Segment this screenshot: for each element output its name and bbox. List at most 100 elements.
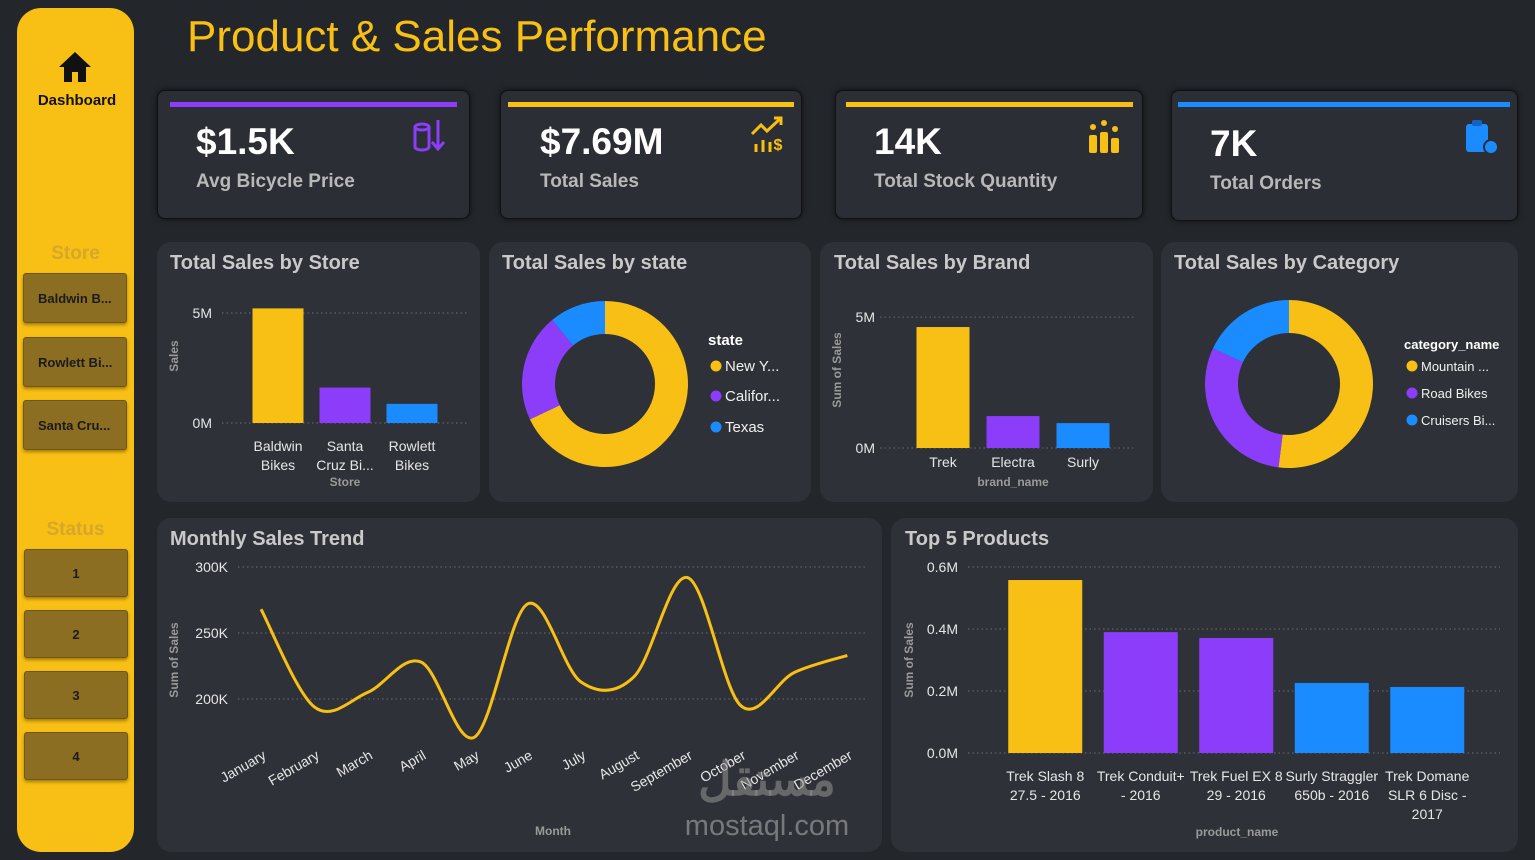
- x-tick-label: Surly: [1067, 454, 1099, 470]
- bar: [252, 308, 304, 423]
- x-tick-label: May: [451, 747, 482, 774]
- chart-title: Monthly Sales Trend: [170, 528, 364, 550]
- nav-label[interactable]: Dashboard: [37, 92, 117, 109]
- legend-title: category_name: [1404, 337, 1499, 352]
- x-axis-title: product_name: [1196, 825, 1279, 839]
- legend-label: Cruisers Bi...: [1421, 413, 1495, 428]
- x-axis-title: Month: [535, 824, 571, 838]
- kpi-label: Total Sales: [540, 171, 639, 192]
- kpi-card: [835, 90, 1143, 219]
- legend-label: Texas: [725, 419, 764, 436]
- x-tick-label: June: [501, 747, 535, 776]
- kpi-accent: [1178, 102, 1510, 107]
- status-button[interactable]: 3: [24, 671, 128, 719]
- legend-marker: [710, 421, 722, 433]
- y-tick-label: 250K: [195, 625, 228, 641]
- x-tick-label: Rowlett Bikes: [388, 438, 436, 473]
- status-button[interactable]: 1: [24, 549, 128, 597]
- bar: [1008, 580, 1083, 753]
- icon-glyph: $: [774, 137, 783, 154]
- watermark-url: mostaql.com: [684, 810, 850, 842]
- donut-segment: [522, 320, 574, 420]
- chart-title: Total Sales by Store: [170, 252, 360, 274]
- kpi-accent: [508, 102, 794, 107]
- y-tick-label: 5M: [193, 305, 212, 321]
- legend-label: Road Bikes: [1421, 386, 1488, 401]
- y-tick-label: 0M: [193, 415, 212, 431]
- donut-segment: [1278, 300, 1373, 468]
- x-tick-label: Trek: [929, 454, 957, 470]
- kpi-accent: [846, 102, 1133, 107]
- line: [259, 576, 848, 740]
- chart-title: Total Sales by state: [502, 252, 687, 274]
- donut-segment: [1204, 348, 1283, 468]
- legend-label: New Y...: [725, 358, 779, 375]
- kpi-value: $7.69M: [540, 121, 664, 162]
- store-header: Store: [51, 243, 100, 264]
- bar: [1199, 637, 1274, 753]
- kpi-label: Total Stock Quantity: [874, 171, 1058, 192]
- chart-panel: [157, 518, 882, 852]
- x-tick-label: Electra: [991, 454, 1035, 470]
- status-button[interactable]: 2: [24, 610, 128, 658]
- donut-segment: [529, 301, 689, 467]
- bar: [319, 387, 371, 423]
- kpi-icon: [413, 120, 446, 152]
- x-tick-label: Trek Fuel EX 8 29 - 2016: [1189, 768, 1283, 803]
- status-button[interactable]: 4: [24, 732, 128, 780]
- kpi-icon: [1089, 120, 1119, 153]
- kpi-card: [1171, 90, 1518, 221]
- donut-segment: [1212, 300, 1289, 363]
- kpi-value: 14K: [874, 121, 942, 162]
- page-title: Product & Sales Performance: [187, 12, 767, 61]
- donut-segment: [552, 301, 605, 346]
- y-axis-title: Sales: [167, 340, 181, 372]
- y-axis-title: Sum of Sales: [902, 622, 916, 698]
- legend-marker: [1406, 414, 1418, 426]
- y-tick-label: 200K: [195, 691, 228, 707]
- bar: [1103, 632, 1178, 753]
- kpi-card: [157, 90, 470, 219]
- kpi-icon: $: [750, 116, 783, 154]
- kpi-label: Avg Bicycle Price: [196, 171, 355, 192]
- y-axis-title: Sum of Sales: [167, 622, 181, 698]
- store-button[interactable]: Santa Cru...: [23, 400, 127, 450]
- y-tick-label: 0.4M: [927, 621, 958, 637]
- legend-marker: [710, 390, 722, 402]
- x-tick-label: Santa Cruz Bi...: [316, 438, 374, 473]
- chart-title: Top 5 Products: [905, 528, 1049, 550]
- chart-panel: [157, 242, 480, 502]
- x-axis-title: Store: [330, 475, 361, 489]
- y-tick-label: 0M: [856, 440, 875, 456]
- x-axis-title: brand_name: [977, 475, 1049, 489]
- store-button[interactable]: Rowlett Bi...: [23, 337, 127, 387]
- y-tick-label: 0.2M: [927, 683, 958, 699]
- legend-marker: [710, 360, 722, 372]
- bar: [1294, 682, 1369, 753]
- kpi-label: Total Orders: [1210, 173, 1322, 194]
- kpi-value: $1.5K: [196, 121, 295, 162]
- x-tick-label: Baldwin Bikes: [253, 438, 303, 473]
- y-tick-label: 300K: [195, 559, 228, 575]
- legend-marker: [1406, 387, 1418, 399]
- bar: [386, 403, 438, 423]
- store-button[interactable]: Baldwin B...: [23, 273, 127, 323]
- kpi-accent: [170, 102, 457, 107]
- legend-label: Califor...: [725, 388, 780, 405]
- x-tick-label: April: [396, 747, 428, 775]
- x-tick-label: Trek Conduit+ - 2016: [1096, 768, 1185, 803]
- bar: [1056, 423, 1110, 448]
- legend-title: state: [708, 332, 743, 349]
- y-tick-label: 0.0M: [927, 745, 958, 761]
- x-tick-label: February: [265, 747, 322, 789]
- x-tick-label: Surly Straggler 650b - 2016: [1285, 768, 1379, 803]
- x-tick-label: January: [217, 747, 268, 786]
- home-icon[interactable]: [57, 50, 93, 84]
- x-tick-label: July: [559, 747, 589, 773]
- legend-marker: [1406, 360, 1418, 372]
- status-header: Status: [46, 519, 105, 540]
- x-tick-label: Trek Domane SLR 6 Disc - 2017: [1385, 768, 1470, 822]
- y-axis-title: Sum of Sales: [830, 332, 844, 408]
